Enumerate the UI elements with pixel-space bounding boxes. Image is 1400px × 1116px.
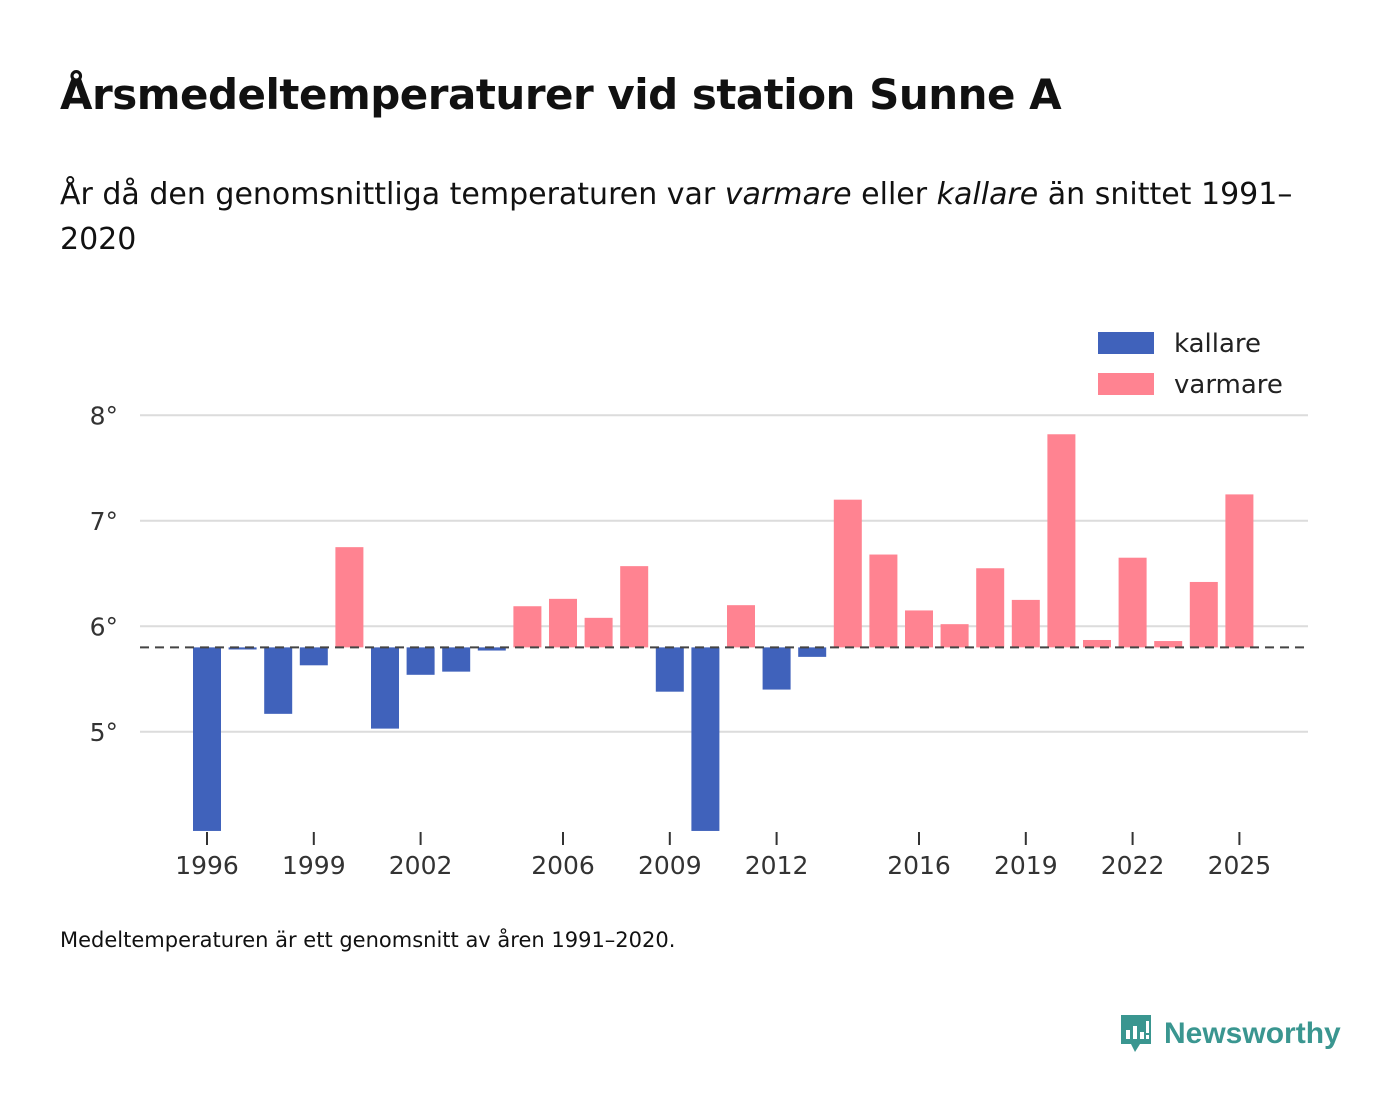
bar-warmer bbox=[513, 606, 542, 648]
legend-swatch-cold bbox=[1098, 332, 1154, 354]
x-tick-label: 1999 bbox=[282, 851, 346, 880]
x-tick-label: 2025 bbox=[1208, 851, 1272, 880]
bar-warmer bbox=[833, 499, 862, 648]
bar-chart: 1996 1999 2002 2006 2009 2012 2016 2019 2022 2025… bbox=[90, 320, 1308, 880]
bars bbox=[193, 434, 1254, 831]
legend-label-warm: varmare bbox=[1174, 370, 1283, 400]
bar-colder bbox=[264, 647, 293, 714]
y-tick-label: 7° bbox=[90, 507, 118, 536]
x-tick-label: 2002 bbox=[389, 851, 453, 880]
x-tick-label: 1996 bbox=[175, 851, 239, 880]
x-axis: 1996 1999 2002 2006 2009 2012 2016 2019 2022 2025 bbox=[175, 832, 1271, 880]
grid-lines bbox=[140, 414, 1308, 733]
y-axis: 5° 6° 7° 8° bbox=[90, 401, 118, 747]
bar-warmer bbox=[584, 617, 613, 648]
x-tick-label: 2022 bbox=[1101, 851, 1165, 880]
y-tick-label: 5° bbox=[90, 718, 118, 747]
bar-warmer bbox=[335, 547, 364, 648]
subtitle-cold-term: kallare bbox=[936, 177, 1039, 212]
bar-colder bbox=[406, 647, 435, 675]
bar-warmer bbox=[1118, 557, 1147, 648]
bar-warmer bbox=[1083, 639, 1111, 648]
bar-colder bbox=[762, 647, 791, 690]
legend: kallare varmare bbox=[1090, 320, 1290, 410]
chart-subtitle: År då den genomsnittliga temperaturen va… bbox=[60, 172, 1300, 262]
subtitle-warm-term: varmare bbox=[724, 177, 852, 212]
x-tick-label: 2019 bbox=[994, 851, 1058, 880]
bar-colder bbox=[477, 647, 506, 651]
footnote: Medeltemperaturen är ett genomsnitt av å… bbox=[60, 928, 676, 952]
bar-warmer bbox=[620, 566, 649, 648]
bar-warmer bbox=[1047, 434, 1076, 648]
bar-colder bbox=[228, 647, 257, 650]
bar-warmer bbox=[1225, 494, 1254, 648]
bar-warmer bbox=[869, 554, 898, 648]
legend-label-cold: kallare bbox=[1174, 329, 1261, 359]
subtitle-text-1: År då den genomsnittliga temperaturen va… bbox=[60, 177, 725, 212]
x-tick-label: 2012 bbox=[745, 851, 809, 880]
y-tick-label: 8° bbox=[90, 401, 118, 430]
x-tick-label: 2016 bbox=[887, 851, 951, 880]
x-tick-label: 2006 bbox=[531, 851, 595, 880]
bar-colder bbox=[442, 647, 471, 672]
newsworthy-logo-icon bbox=[1121, 1015, 1151, 1052]
bar-colder bbox=[193, 647, 221, 831]
bar-warmer bbox=[940, 624, 969, 648]
subtitle-text-3: än snittet 1991–2020 bbox=[60, 177, 1293, 257]
bar-warmer bbox=[905, 610, 933, 648]
bar-colder bbox=[655, 647, 684, 692]
bar-warmer bbox=[549, 598, 577, 648]
bar-warmer bbox=[1189, 581, 1218, 648]
bar-colder bbox=[691, 647, 720, 831]
subtitle-text-2: eller bbox=[851, 177, 937, 212]
bar-warmer bbox=[976, 568, 1005, 648]
bar-warmer bbox=[1011, 599, 1040, 648]
bar-colder bbox=[371, 647, 399, 729]
chart-title: Årsmedeltemperaturer vid station Sunne A bbox=[60, 70, 1062, 119]
brand-name: Newsworthy bbox=[1164, 1017, 1341, 1050]
bar-warmer bbox=[727, 605, 755, 648]
bar-colder bbox=[299, 647, 328, 666]
y-tick-label: 6° bbox=[90, 612, 118, 641]
brand-logo: Newsworthy bbox=[1118, 1010, 1341, 1058]
bar-warmer bbox=[1154, 641, 1183, 648]
bar-colder bbox=[798, 647, 827, 657]
legend-swatch-warm bbox=[1098, 373, 1154, 395]
x-tick-label: 2009 bbox=[638, 851, 702, 880]
